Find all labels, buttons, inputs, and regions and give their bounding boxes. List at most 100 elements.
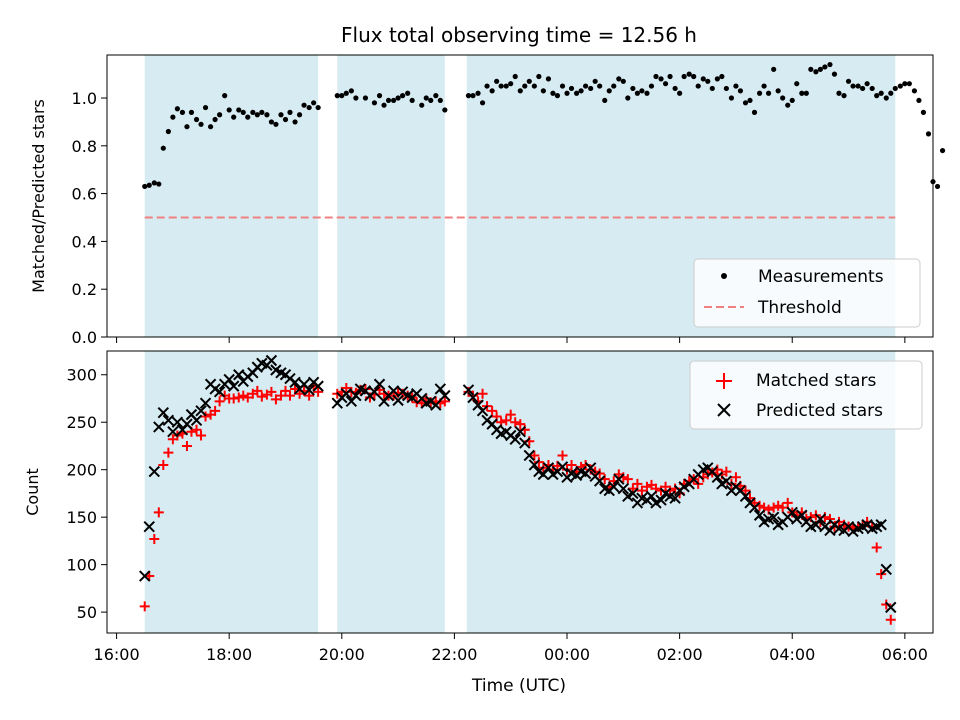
measurement-point: [489, 88, 495, 94]
measurement-point: [568, 85, 575, 92]
x-tick-label: 06:00: [882, 645, 928, 664]
matched-star-point: [740, 485, 751, 496]
predicted-star-point: [148, 465, 161, 478]
matched-star-point: [773, 500, 784, 511]
measurement-point: [376, 93, 383, 99]
measurement-point: [512, 73, 518, 80]
measurement-point: [728, 95, 735, 101]
predicted-star-point: [223, 373, 235, 386]
measurement-point: [789, 97, 795, 104]
measurement-point: [658, 76, 664, 82]
measurement-point: [765, 90, 772, 96]
measurement-point: [395, 95, 401, 101]
measurement-point: [442, 107, 448, 113]
measurement-point: [733, 83, 739, 89]
legend-measurements-label: Measurements: [758, 267, 884, 287]
measurement-point: [385, 97, 392, 104]
matched-star-point: [501, 415, 512, 426]
matched-star-point: [163, 447, 174, 458]
x-tick-label: 04:00: [769, 645, 815, 664]
measurement-point: [888, 90, 894, 96]
measurement-point: [306, 104, 312, 111]
measurement-point: [597, 83, 603, 89]
measurement-point: [348, 88, 354, 94]
measurement-point: [526, 78, 532, 84]
ratio-y-tick-label: 0.8: [72, 137, 97, 156]
measurement-point: [174, 106, 180, 112]
measurement-point: [278, 112, 284, 118]
matched-star-point: [833, 516, 844, 527]
predicted-star-point: [514, 425, 526, 438]
predicted-star-point: [476, 405, 489, 417]
predicted-star-point: [767, 511, 780, 523]
measurement-point: [686, 71, 692, 77]
measurement-point: [188, 109, 195, 115]
measurement-point: [522, 83, 528, 89]
legend-predicted-marker: [717, 403, 731, 417]
measurement-point: [245, 114, 251, 120]
matched-star-point: [280, 385, 291, 396]
measurement-point: [695, 83, 701, 89]
counts-layer: [139, 354, 897, 625]
measurement-point: [616, 76, 622, 82]
matched-star-point: [256, 391, 267, 402]
predicted-star-point: [167, 425, 179, 438]
predicted-star-point: [669, 492, 681, 504]
measurement-point: [705, 78, 711, 84]
matched-star-point: [467, 390, 478, 401]
measurement-point: [813, 69, 819, 75]
measurement-point: [588, 85, 594, 92]
predicted-star-point: [227, 380, 240, 392]
predicted-star-point: [139, 570, 151, 582]
measurement-point: [282, 116, 289, 123]
measurement-point: [198, 121, 204, 127]
predicted-star-point: [556, 461, 569, 473]
predicted-star-point: [617, 482, 630, 495]
predicted-star-point: [303, 384, 315, 396]
measurement-point: [831, 71, 838, 77]
measurement-point: [212, 116, 218, 123]
measurement-point: [775, 88, 781, 94]
measurement-point: [902, 81, 908, 87]
predicted-star-point: [289, 376, 301, 389]
predicted-star-point: [584, 462, 597, 474]
matched-star-point: [341, 383, 352, 394]
measurement-point: [540, 88, 546, 94]
matched-star-point: [505, 409, 516, 420]
predicted-star-point: [523, 449, 535, 462]
matched-star-point: [304, 390, 315, 401]
matched-star-point: [149, 534, 160, 544]
predicted-star-point: [739, 490, 752, 502]
count-y-tick-label: 250: [66, 413, 97, 432]
measurement-point: [639, 88, 645, 94]
measurement-point: [292, 119, 298, 125]
measurement-point: [160, 145, 166, 151]
predicted-star-point: [162, 414, 175, 427]
measurement-point: [742, 100, 749, 106]
measurement-point: [226, 107, 232, 113]
measurement-point: [799, 90, 805, 96]
matched-star-point: [313, 386, 324, 397]
measurement-point: [662, 81, 669, 87]
measurement-point: [550, 90, 556, 96]
measurement-point: [677, 90, 683, 96]
measurement-point: [620, 78, 626, 84]
measurement-point: [751, 109, 758, 115]
ratio-axes-frame: [106, 54, 934, 338]
measurement-point: [428, 97, 434, 104]
measurement-point: [719, 73, 725, 80]
measurement-point: [433, 93, 439, 99]
count-panel: 50 100 150 200 250 300 16:00 18:00 20:00 22:00 00…: [23, 350, 934, 696]
measurement-point: [897, 83, 903, 89]
x-tick-label: 02:00: [657, 645, 703, 664]
measurement-point: [869, 85, 875, 92]
measurement-point: [479, 100, 486, 106]
measurement-point: [606, 88, 612, 94]
measurement-point: [423, 95, 429, 101]
predicted-star-point: [814, 513, 827, 525]
measurement-point: [405, 90, 411, 96]
measurement-point: [860, 85, 866, 92]
ratio-observing-window-0: [144, 55, 319, 337]
matched-star-point: [191, 424, 202, 435]
ratio-y-tick-label: 0.6: [72, 185, 97, 204]
